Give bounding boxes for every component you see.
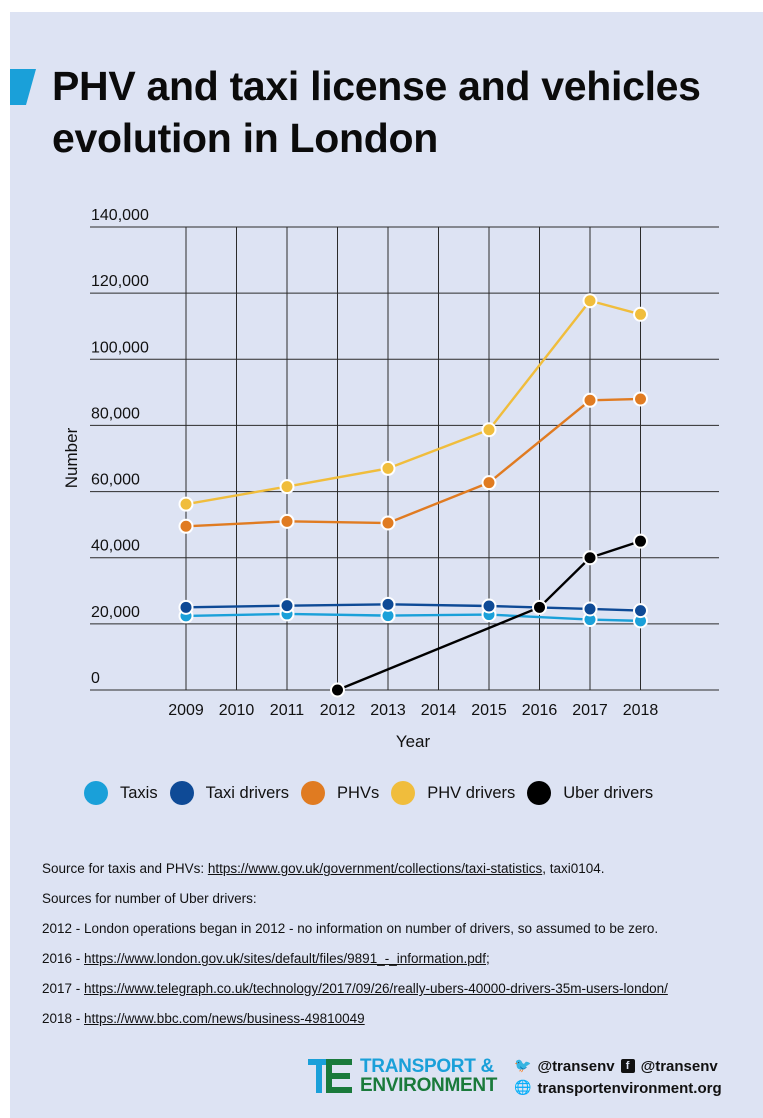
infographic-card: PHV and taxi license and vehicles evolut… <box>10 12 763 1118</box>
title-marker-icon <box>10 69 36 105</box>
data-point-uber-drivers <box>330 682 345 698</box>
legend-item-uber-drivers: Uber drivers <box>527 781 653 805</box>
source-year: 2016 - <box>42 951 85 966</box>
y-tick-label: 120,000 <box>91 273 149 290</box>
legend-label: PHVs <box>337 783 380 802</box>
x-tick-label: 2017 <box>572 702 608 719</box>
y-tick-label: 20,000 <box>91 604 140 621</box>
data-point-phvs <box>380 515 396 531</box>
transport-environment-logo: TRANSPORT & ENVIRONMENT <box>308 1056 497 1096</box>
source-2016: 2016 - https://www.london.gov.uk/sites/d… <box>42 950 742 980</box>
x-tick-label: 2018 <box>623 702 659 719</box>
series-line-taxi-drivers <box>185 603 641 612</box>
data-point-phv-drivers <box>279 479 295 495</box>
x-tick-label: 2009 <box>168 702 204 719</box>
data-point-phvs <box>582 392 598 408</box>
data-point-phvs <box>481 475 497 491</box>
source-link-telegraph[interactable]: https://www.telegraph.co.uk/technology/2… <box>84 981 668 996</box>
data-point-phv-drivers <box>481 422 497 438</box>
legend-label: Uber drivers <box>563 783 654 802</box>
data-point-phv-drivers <box>178 496 194 512</box>
brand-line-2: ENVIRONMENT <box>360 1075 498 1096</box>
y-tick-label: 80,000 <box>91 405 140 422</box>
series-line-phvs <box>185 397 641 528</box>
series-line-uber-drivers <box>337 540 641 692</box>
legend-item-taxi-drivers: Taxi drivers <box>169 781 290 805</box>
y-tick-label: 140,000 <box>91 207 149 224</box>
source-year: 2018 - <box>42 1011 85 1026</box>
source-link-london-gov[interactable]: https://www.london.gov.uk/sites/default/… <box>84 951 487 966</box>
facebook-icon: f <box>620 1059 635 1073</box>
data-point-phvs <box>178 518 194 534</box>
data-point-taxi-drivers <box>582 601 598 617</box>
data-point-uber-drivers <box>633 533 648 549</box>
website-link[interactable]: transportenvironment.org <box>537 1079 722 1097</box>
twitter-handle[interactable]: @transenv <box>537 1057 615 1075</box>
x-tick-label: 2011 <box>270 702 305 719</box>
source-link-taxi-statistics[interactable]: https://www.gov.uk/government/collection… <box>207 861 543 876</box>
source-2018: 2018 - https://www.bbc.com/news/business… <box>42 1010 742 1040</box>
legend-swatch <box>527 781 552 805</box>
x-tick-label: 2016 <box>522 702 558 719</box>
x-tick-label: 2015 <box>471 702 507 719</box>
legend-swatch <box>391 781 416 805</box>
source-2012: 2012 - London operations began in 2012 -… <box>42 921 659 936</box>
y-tick-label: 40,000 <box>91 538 140 555</box>
series-line-taxis <box>185 612 641 623</box>
data-point-phv-drivers <box>633 306 648 322</box>
data-point-phv-drivers <box>380 460 396 476</box>
data-point-taxi-drivers <box>380 596 396 612</box>
legend-swatch <box>301 781 326 805</box>
y-tick-label: 60,000 <box>91 472 140 489</box>
data-point-taxi-drivers <box>178 599 194 615</box>
legend-label: Taxi drivers <box>205 783 290 802</box>
legend-item-phv-drivers: PHV drivers <box>391 781 515 805</box>
brand-name: TRANSPORT & ENVIRONMENT <box>360 1057 497 1095</box>
legend-swatch <box>84 781 108 805</box>
y-tick-label: 0 <box>91 670 100 687</box>
page-title: PHV and taxi license and vehicles evolut… <box>52 63 701 161</box>
source-year: 2017 - <box>42 981 85 996</box>
source-label: Source for taxis and PHVs: <box>42 861 208 876</box>
data-point-phvs <box>279 513 295 529</box>
x-axis-title: Year <box>396 732 431 751</box>
source-suffix: ; <box>486 951 490 966</box>
data-point-taxi-drivers <box>481 598 497 614</box>
legend-swatch <box>169 781 194 805</box>
x-tick-label: 2010 <box>219 702 255 719</box>
data-point-phvs <box>633 391 648 407</box>
x-tick-label: 2013 <box>370 702 406 719</box>
source-link-bbc[interactable]: https://www.bbc.com/news/business-498100… <box>84 1011 365 1026</box>
te-logo-icon <box>308 1059 352 1093</box>
source-suffix: , taxi0104. <box>542 861 605 876</box>
twitter-icon: 🐦 <box>514 1058 532 1074</box>
source-2017: 2017 - https://www.telegraph.co.uk/techn… <box>42 980 742 1010</box>
brand-line-1: TRANSPORT & <box>360 1056 494 1077</box>
x-tick-label: 2014 <box>421 702 457 719</box>
data-point-phv-drivers <box>582 293 598 309</box>
data-point-taxi-drivers <box>279 598 295 614</box>
legend-label: PHV drivers <box>427 783 516 802</box>
source-uber-heading: Sources for number of Uber drivers: <box>42 891 257 906</box>
data-point-taxi-drivers <box>633 603 648 619</box>
data-point-uber-drivers <box>532 599 547 615</box>
globe-icon: 🌐 <box>514 1080 532 1096</box>
chart-legend: Taxis Taxi drivers PHVs PHV drivers Uber dri… <box>84 780 665 806</box>
legend-label: Taxis <box>120 783 158 802</box>
y-tick-label: 100,000 <box>91 339 149 356</box>
x-tick-label: 2012 <box>320 702 356 719</box>
data-point-uber-drivers <box>582 550 598 566</box>
line-chart: 140,000 120,000 100,000 80,000 60,000 40,000 2… <box>62 207 719 751</box>
series-line-phv-drivers <box>185 299 641 506</box>
sources-block: Source for taxis and PHVs: https://www.g… <box>42 860 742 1040</box>
y-axis-title: Number <box>62 427 81 488</box>
legend-item-phvs: PHVs <box>301 781 379 805</box>
facebook-handle[interactable]: @transenv <box>640 1057 718 1075</box>
social-links: 🐦 @transenv f @transenv 🌐 transportenvir… <box>514 1055 728 1099</box>
legend-item-taxis: Taxis <box>84 781 158 805</box>
source-taxis-phvs: Source for taxis and PHVs: https://www.g… <box>42 860 742 890</box>
